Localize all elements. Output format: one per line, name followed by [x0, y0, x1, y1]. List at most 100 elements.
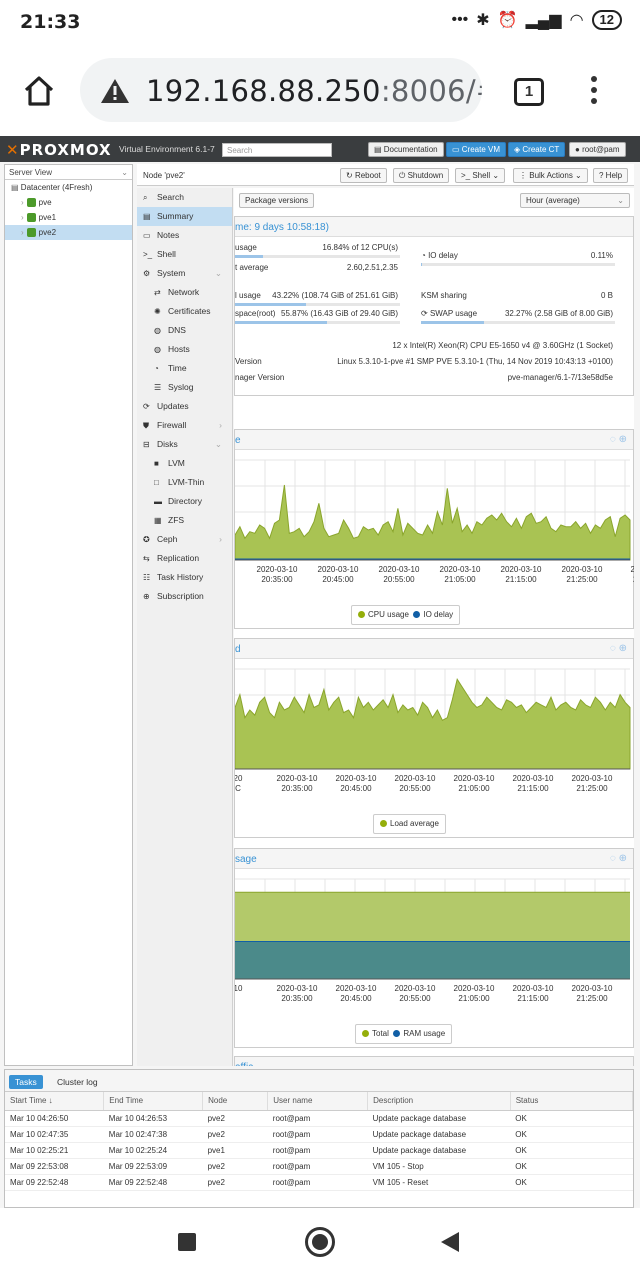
tree-node-pve[interactable]: › pve [21, 198, 52, 208]
user-icon: ● [575, 145, 583, 154]
url-host: 192.168.88.250 [146, 74, 381, 108]
menu-item-label: Summary [157, 211, 194, 221]
table-row[interactable]: Mar 09 22:52:48 Mar 09 22:52:48 pve2 root@p… [5, 1174, 633, 1191]
io-delay-label: ◔ IO delay [421, 251, 458, 260]
tab-cluster-log[interactable]: Cluster log [57, 1077, 98, 1087]
cpu-chart-legend: CPU usage IO delay [351, 605, 461, 625]
column-header[interactable]: Start Time ↓ [5, 1092, 105, 1111]
tick-label: 20:45:00 [340, 994, 372, 1003]
tick-label: 2020-03-10 [336, 774, 377, 783]
menu-item-task-history[interactable]: ☷ Task History [137, 568, 232, 587]
warning-icon[interactable] [100, 78, 130, 104]
menu-item-network[interactable]: ⇄ Network [137, 283, 232, 302]
documentation-button[interactable]: ▤ Documentation [368, 142, 444, 157]
android-nav-bar [0, 1208, 640, 1280]
create-ct-button[interactable]: ◈ Create CT [508, 142, 566, 157]
proxmox-logo[interactable]: ✕PROXMOX [6, 141, 112, 159]
memory-chart[interactable]: 10 2020-03-1020:35:002020-03-1020:45:0020… [235, 871, 634, 1011]
task-log-panel: Tasks Cluster log Start Time ↓ End Time No… [4, 1069, 634, 1208]
cpu-chart[interactable]: 2020-03-1020:35:002020-03-1020:45:002020… [235, 452, 634, 592]
memory-chart-panel: sage ◌ ⊕ 10 2020-03-10 20:35:00 2020-03-10 20… [234, 848, 634, 1048]
browser-menu-icon[interactable] [590, 76, 598, 110]
menu-item-directory[interactable]: ▬ Directory [137, 492, 232, 511]
menu-item-shell[interactable]: >_ Shell [137, 245, 232, 264]
legend-ram[interactable]: RAM usage [393, 1029, 445, 1038]
menu-item-notes[interactable]: ▭ Notes [137, 226, 232, 245]
menu-item-label: Replication [157, 553, 200, 563]
view-selector[interactable]: Server View ⌄ [5, 165, 132, 180]
column-header[interactable]: End Time [103, 1092, 204, 1111]
table-row[interactable]: Mar 09 22:53:08 Mar 09 22:53:09 pve2 root@p… [5, 1158, 633, 1175]
chart-tools[interactable]: ◌ ⊕ [610, 434, 627, 445]
shutdown-button[interactable]: ⏻ Shutdown [393, 168, 450, 183]
tick-label: 20:35:00 [261, 575, 293, 584]
menu-item-hosts[interactable]: ◍ Hosts [137, 340, 232, 359]
io-delay-bar [421, 263, 615, 266]
legend-cpu[interactable]: CPU usage [358, 610, 409, 619]
resource-tree: Server View ⌄ ▤ Datacenter (4Fresh) › pve … [4, 164, 133, 1066]
tick-label: 20:45:00 [322, 575, 354, 584]
chart-tools[interactable]: ◌ ⊕ [610, 643, 627, 654]
menu-item-search[interactable]: ⌕ Search [137, 188, 232, 207]
home-icon[interactable] [22, 74, 56, 108]
menu-item-ceph[interactable]: ✪ Ceph › [137, 530, 232, 549]
load-chart[interactable]: 20C2020-03-1020:35:002020-03-1020:45:002… [235, 661, 634, 801]
menu-item-system[interactable]: ⚙ System ⌄ [137, 264, 232, 283]
legend-io[interactable]: IO delay [413, 610, 453, 619]
create-vm-button[interactable]: ▭ Create VM [446, 142, 507, 157]
menu-item-dns[interactable]: ◍ DNS [137, 321, 232, 340]
menu-item-time[interactable]: ◔ Time [137, 359, 232, 378]
legend-load[interactable]: Load average [380, 819, 439, 828]
tick-label: 21:15:00 [517, 994, 549, 1003]
kernel-label: Version [235, 357, 262, 366]
tab-switcher-button[interactable]: 1 [514, 78, 544, 106]
tree-node-pve2[interactable]: › pve2 [5, 225, 132, 240]
legend-total[interactable]: Total [362, 1029, 389, 1038]
recents-button[interactable] [178, 1233, 196, 1251]
url-path: :8006/# [380, 74, 482, 108]
cogs-icon: ⚙ [143, 269, 151, 278]
menu-item-certificates[interactable]: ✺ Certificates [137, 302, 232, 321]
hdd-icon: ⊟ [143, 440, 150, 449]
back-button[interactable] [441, 1232, 459, 1252]
search-input[interactable]: Search [222, 143, 332, 157]
menu-item-summary[interactable]: ▤ Summary [137, 207, 232, 226]
menu-item-label: Shell [157, 249, 176, 259]
chart-tools[interactable]: ◌ ⊕ [610, 853, 627, 864]
column-header[interactable]: Status [510, 1092, 634, 1111]
column-header[interactable]: Node [202, 1092, 269, 1111]
menu-item-zfs[interactable]: ▦ ZFS [137, 511, 232, 530]
menu-item-replication[interactable]: ⇆ Replication [137, 549, 232, 568]
home-button[interactable] [305, 1227, 335, 1257]
reboot-button[interactable]: ↻ Reboot [340, 168, 387, 183]
table-cell: Update package database [367, 1126, 511, 1143]
menu-item-updates[interactable]: ⟳ Updates [137, 397, 232, 416]
timeframe-select[interactable]: Hour (average) ⌄ [520, 193, 630, 208]
menu-item-disks[interactable]: ⊟ Disks ⌄ [137, 435, 232, 454]
swap-value: 32.27% (2.58 GiB of 8.00 GiB) [504, 309, 613, 318]
table-row[interactable]: Mar 10 02:25:21 Mar 10 02:25:24 pve1 root@p… [5, 1142, 633, 1159]
wifi-icon: ◠ [569, 12, 584, 29]
menu-item-syslog[interactable]: ☰ Syslog [137, 378, 232, 397]
tick-label: 2020-03-10 [277, 984, 318, 993]
tab-tasks[interactable]: Tasks [9, 1075, 43, 1089]
shell-button[interactable]: >_ Shell ⌄ [455, 168, 506, 183]
table-cell: Mar 10 02:47:35 [5, 1126, 104, 1143]
help-button[interactable]: ? Help [593, 168, 629, 183]
table-row[interactable]: Mar 10 04:26:50 Mar 10 04:26:53 pve2 root@p… [5, 1110, 633, 1127]
menu-item-lvm-thin[interactable]: □ LVM-Thin [137, 473, 232, 492]
menu-item-subscription[interactable]: ⊕ Subscription [137, 587, 232, 606]
user-menu-button[interactable]: ● root@pam [569, 142, 626, 157]
tree-node-pve1[interactable]: › pve1 [21, 213, 57, 223]
cube-icon: ◈ [514, 145, 523, 154]
column-header[interactable]: Description [367, 1092, 511, 1111]
package-versions-button[interactable]: Package versions [239, 193, 315, 208]
node-title: Node 'pve2' [143, 171, 185, 180]
menu-item-firewall[interactable]: ⛊ Firewall › [137, 416, 232, 435]
table-row[interactable]: Mar 10 02:47:35 Mar 10 02:47:38 pve2 root@p… [5, 1126, 633, 1143]
address-bar[interactable]: 192.168.88.250:8006/# [80, 58, 482, 122]
column-header[interactable]: User name [267, 1092, 369, 1111]
bulk-actions-button[interactable]: ⋮ Bulk Actions ⌄ [513, 168, 588, 183]
menu-item-lvm[interactable]: ■ LVM [137, 454, 232, 473]
tree-datacenter[interactable]: ▤ Datacenter (4Fresh) [11, 183, 93, 192]
